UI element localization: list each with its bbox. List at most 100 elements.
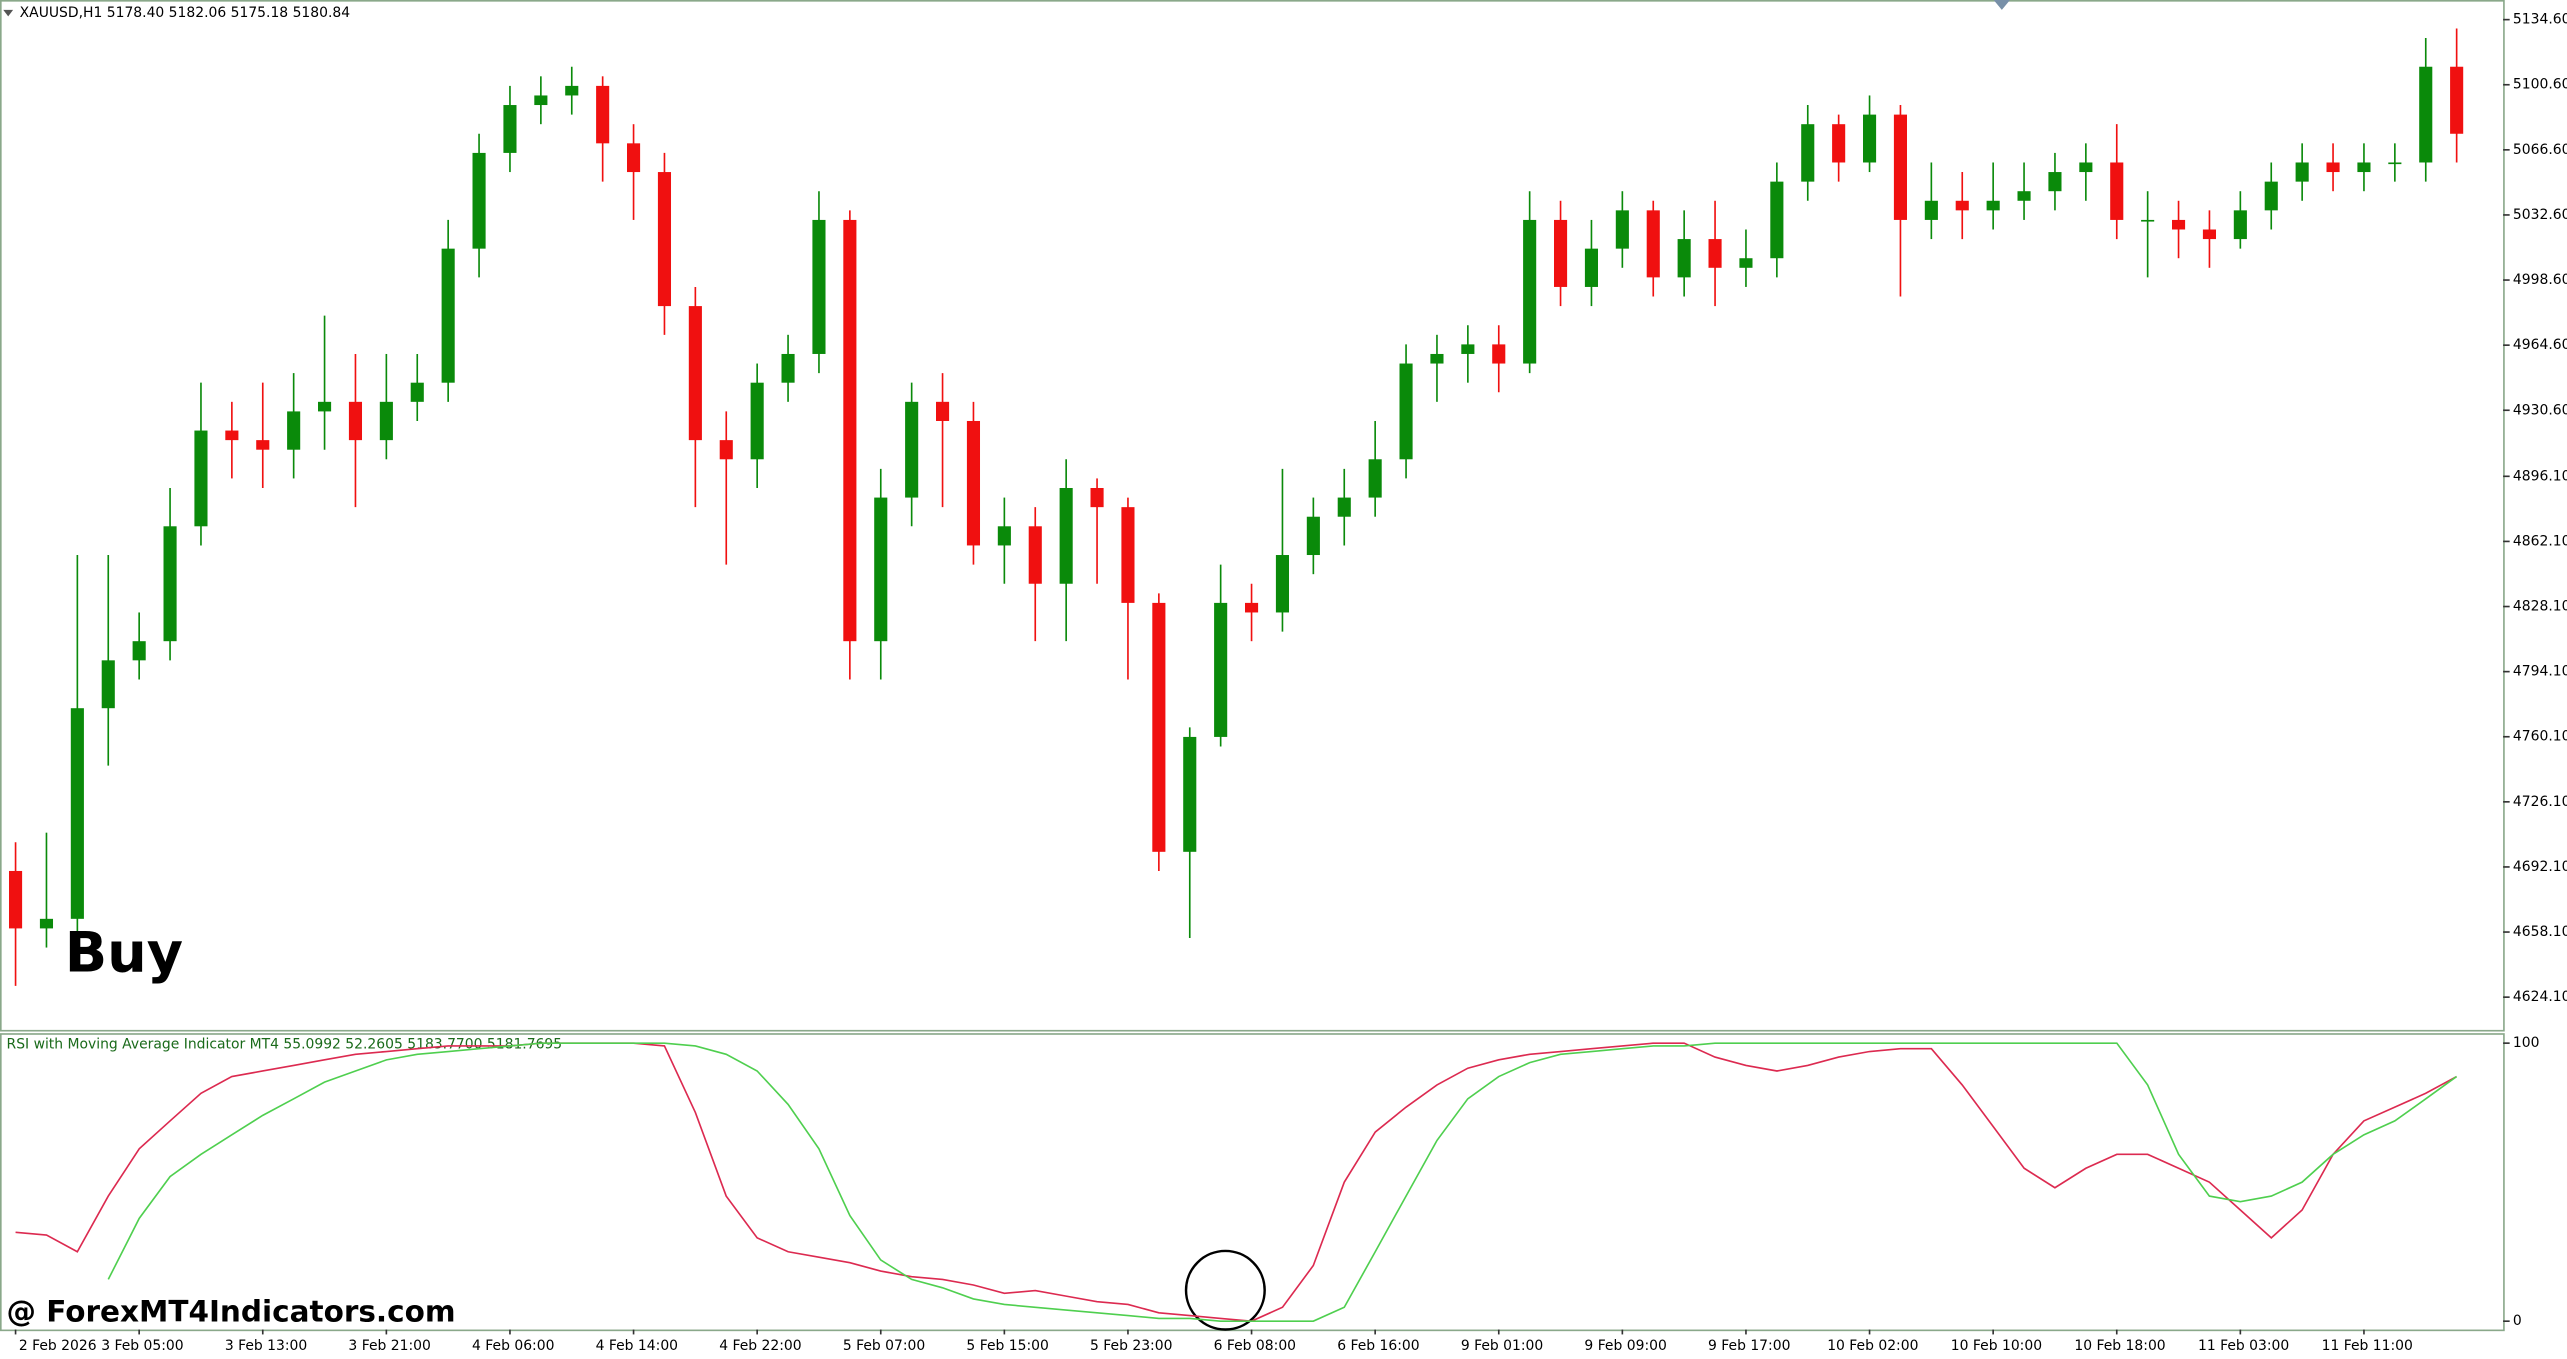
panel-marker — [3, 9, 14, 17]
candle-body — [1708, 239, 1722, 268]
candle-body — [1739, 258, 1753, 268]
x-tick-label: 11 Feb 03:00 — [2198, 1338, 2289, 1354]
candle-body — [256, 440, 270, 450]
x-tick-label: 9 Feb 09:00 — [1584, 1338, 1666, 1354]
candle-body — [2141, 219, 2155, 222]
x-tick-label: 5 Feb 15:00 — [966, 1338, 1048, 1354]
x-tick-label: 10 Feb 18:00 — [2074, 1338, 2165, 1354]
candle-body — [688, 306, 702, 441]
y-tick-label: 4862.10 — [2513, 533, 2567, 549]
y-tick-label: 4896.10 — [2513, 468, 2567, 484]
main-panel — [0, 0, 2505, 1032]
candle-body — [2202, 229, 2217, 240]
candle-body — [101, 660, 115, 709]
candle-body — [966, 420, 981, 546]
y-tick-label: 4930.60 — [2513, 402, 2567, 418]
y-tick-label: 100 — [2513, 1035, 2540, 1051]
candle-body — [750, 382, 764, 460]
y-tick-label: 5134.60 — [2513, 12, 2567, 28]
candle-body — [1214, 602, 1228, 737]
x-tick-label: 3 Feb 21:00 — [348, 1338, 430, 1354]
x-tick-label: 4 Feb 14:00 — [596, 1338, 678, 1354]
candle-body — [1523, 219, 1537, 364]
candle-body — [2233, 210, 2247, 240]
candle-body — [1986, 200, 2000, 211]
candle-body — [225, 430, 239, 441]
y-tick-label: 4998.60 — [2513, 272, 2567, 288]
rsi-panel — [0, 1033, 2505, 1332]
candle-body — [2450, 66, 2464, 134]
candle-body — [1492, 344, 1506, 364]
candle-body — [1399, 363, 1413, 460]
candle-body — [1059, 488, 1073, 584]
y-tick-label: 5032.60 — [2513, 207, 2567, 223]
x-tick-label: 3 Feb 13:00 — [225, 1338, 307, 1354]
y-tick-label: 4624.10 — [2513, 989, 2567, 1005]
candle-body — [1306, 516, 1320, 556]
candle-body — [318, 401, 332, 412]
candle-body — [9, 870, 23, 929]
candle-body — [1461, 344, 1475, 354]
candle-body — [2048, 172, 2062, 192]
signal-circle — [1184, 1249, 1266, 1331]
candle-body — [1183, 736, 1197, 852]
x-tick-label: 2 Feb 2026 — [19, 1338, 97, 1354]
indicator-title: RSI with Moving Average Indicator MT4 55… — [7, 1037, 563, 1053]
shift-marker — [1993, 0, 2011, 10]
annotation: Buy — [65, 921, 183, 986]
candle-body — [2110, 162, 2124, 220]
candle-body — [1893, 114, 1908, 220]
candle-body — [2326, 162, 2340, 173]
y-tick-label: 4964.60 — [2513, 337, 2567, 353]
candle-body — [1554, 219, 1568, 287]
chart-title: XAUUSD,H1 5178.40 5182.06 5175.18 5180.8… — [20, 5, 351, 21]
candle-body — [1275, 555, 1290, 613]
candle-body — [472, 152, 486, 249]
x-tick-label: 9 Feb 17:00 — [1708, 1338, 1790, 1354]
candle-body — [348, 401, 363, 441]
candle-body — [287, 411, 301, 450]
y-tick-label: 4692.10 — [2513, 859, 2567, 875]
x-tick-label: 11 Feb 11:00 — [2322, 1338, 2413, 1354]
y-tick-label: 5100.60 — [2513, 77, 2567, 93]
candle-body — [2171, 219, 2186, 230]
x-tick-label: 6 Feb 08:00 — [1214, 1338, 1296, 1354]
x-tick-label: 10 Feb 02:00 — [1827, 1338, 1918, 1354]
candle-body — [534, 95, 548, 106]
candle-body — [39, 918, 54, 929]
candle-body — [1801, 124, 1815, 182]
candle-body — [781, 353, 795, 383]
candle-body — [1028, 526, 1042, 584]
candle-body — [1584, 248, 1599, 287]
candle-body — [2264, 181, 2278, 211]
candle-body — [2388, 162, 2402, 165]
candle-body — [1368, 459, 1382, 498]
candle-body — [194, 430, 208, 527]
candle-body — [596, 85, 610, 144]
candle-body — [2419, 66, 2433, 163]
candle-body — [843, 219, 857, 642]
candle-body — [997, 526, 1011, 546]
x-tick-label: 6 Feb 16:00 — [1337, 1338, 1419, 1354]
candle-body — [565, 85, 579, 96]
candle-body — [441, 248, 455, 383]
x-tick-label: 4 Feb 06:00 — [472, 1338, 554, 1354]
candle-body — [874, 497, 888, 642]
watermark: @ ForexMT4Indicators.com — [7, 1295, 456, 1329]
candle-body — [2017, 191, 2031, 201]
candle-body — [1832, 124, 1846, 163]
candle-body — [719, 440, 733, 460]
candle-body — [1677, 239, 1691, 278]
indicator-line — [15, 1042, 2457, 1323]
y-tick-label: 0 — [2513, 1313, 2522, 1329]
candle-body — [1430, 353, 1444, 364]
candle-body — [905, 401, 919, 498]
x-tick-label: 5 Feb 07:00 — [843, 1338, 925, 1354]
candle-body — [70, 708, 84, 919]
x-tick-label: 5 Feb 23:00 — [1090, 1338, 1172, 1354]
candle-body — [1121, 507, 1135, 603]
candle-body — [627, 143, 641, 173]
candle-body — [163, 526, 177, 642]
